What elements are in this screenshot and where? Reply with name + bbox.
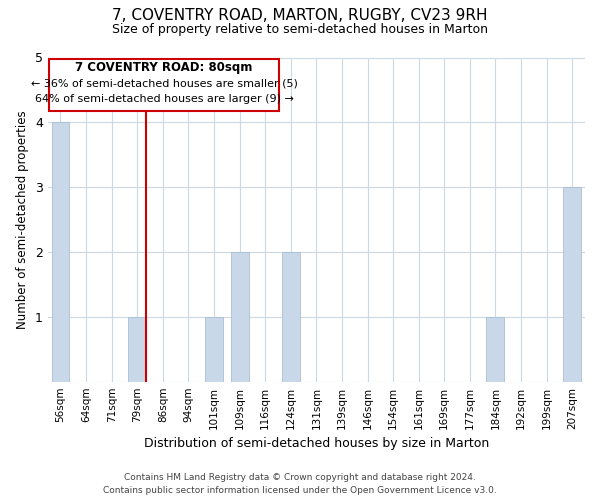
Bar: [487, 317, 505, 382]
FancyBboxPatch shape: [49, 59, 279, 110]
Bar: [230, 252, 248, 382]
Bar: [128, 317, 146, 382]
Y-axis label: Number of semi-detached properties: Number of semi-detached properties: [16, 110, 29, 329]
Text: Size of property relative to semi-detached houses in Marton: Size of property relative to semi-detach…: [112, 22, 488, 36]
Text: ← 36% of semi-detached houses are smaller (5): ← 36% of semi-detached houses are smalle…: [31, 78, 298, 88]
Bar: [52, 122, 70, 382]
Bar: [205, 317, 223, 382]
Text: 7 COVENTRY ROAD: 80sqm: 7 COVENTRY ROAD: 80sqm: [76, 60, 253, 74]
Text: 7, COVENTRY ROAD, MARTON, RUGBY, CV23 9RH: 7, COVENTRY ROAD, MARTON, RUGBY, CV23 9R…: [112, 8, 488, 22]
Bar: [563, 187, 581, 382]
X-axis label: Distribution of semi-detached houses by size in Marton: Distribution of semi-detached houses by …: [144, 437, 489, 450]
Text: Contains HM Land Registry data © Crown copyright and database right 2024.
Contai: Contains HM Land Registry data © Crown c…: [103, 473, 497, 495]
Text: 64% of semi-detached houses are larger (9) →: 64% of semi-detached houses are larger (…: [35, 94, 293, 104]
Bar: [282, 252, 300, 382]
